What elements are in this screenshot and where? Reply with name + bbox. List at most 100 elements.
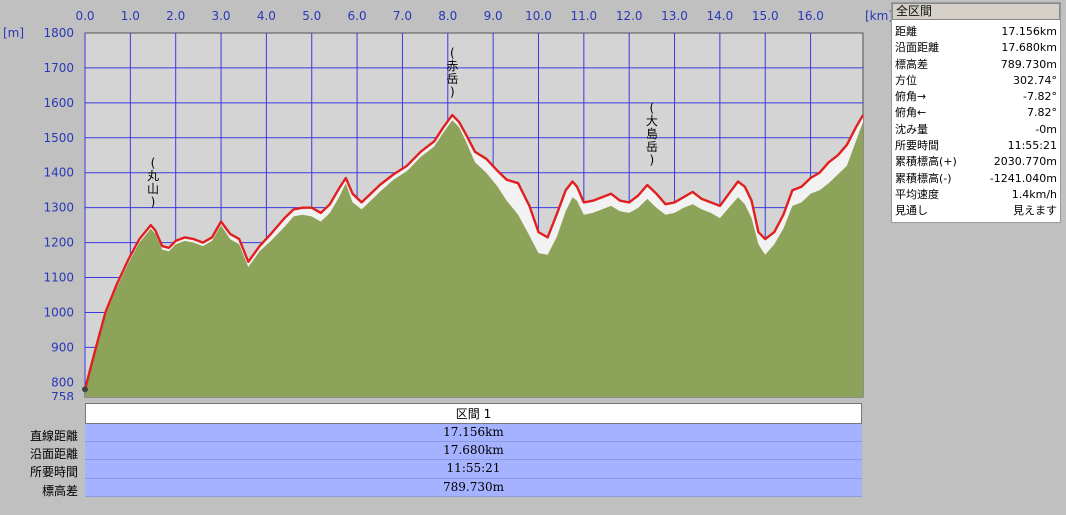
peak-label-char: 島 bbox=[646, 126, 658, 141]
summary-label: 沿面距離 bbox=[895, 41, 939, 55]
x-tick-label: 5.0 bbox=[302, 9, 321, 23]
summary-row: 俯角→ -7.82° bbox=[892, 89, 1060, 106]
y-tick-label: 1600 bbox=[43, 96, 74, 110]
x-tick-label: 2.0 bbox=[166, 9, 185, 23]
summary-row: 累積標高(-) -1241.040m bbox=[892, 170, 1060, 187]
y-tick-label: 1100 bbox=[43, 271, 74, 285]
summary-label: 方位 bbox=[895, 73, 917, 87]
summary-label: 累積標高(-) bbox=[895, 171, 952, 185]
segment-header-button[interactable]: 区間 1 bbox=[85, 403, 862, 424]
summary-panel: 全区間 距離 17.156km 沿面距離 17.680km 標高差 789.730m … bbox=[891, 2, 1061, 223]
segment-label: 直線距離 bbox=[29, 429, 78, 443]
x-tick-label: 14.0 bbox=[707, 9, 734, 23]
terrain-areas bbox=[82, 113, 865, 398]
peak-label-char: 大 bbox=[646, 114, 658, 128]
peak-label-char: ) bbox=[450, 85, 455, 99]
y-tick-label: 1400 bbox=[43, 166, 74, 180]
summary-row: 距離 17.156km bbox=[892, 24, 1060, 41]
summary-rows: 距離 17.156km 沿面距離 17.680km 標高差 789.730m 方位 30… bbox=[892, 20, 1060, 222]
x-tick-label: 4.0 bbox=[257, 9, 276, 23]
summary-label: 所要時間 bbox=[895, 139, 939, 153]
x-tick-label: 7.0 bbox=[393, 9, 412, 23]
y-tick-label: 800 bbox=[51, 375, 74, 389]
segment-value-surface-distance: 17.680km bbox=[85, 442, 862, 461]
summary-row: 沈み量 -0m bbox=[892, 121, 1060, 139]
summary-row: 方位 302.74° bbox=[892, 72, 1060, 90]
summary-value: 17.156km bbox=[1001, 25, 1057, 38]
peak-label-char: 丸 bbox=[147, 169, 159, 183]
y-tick-label: 900 bbox=[51, 340, 74, 354]
summary-row: 所要時間 11:55:21 bbox=[892, 138, 1060, 155]
summary-row: 累積標高(+) 2030.770m bbox=[892, 154, 1060, 171]
summary-row: 俯角← 7.82° bbox=[892, 105, 1060, 122]
summary-label: 距離 bbox=[895, 25, 917, 38]
summary-value: 2030.770m bbox=[993, 155, 1057, 169]
peak-label-char: 岳 bbox=[446, 72, 458, 86]
summary-label: 見通し bbox=[895, 204, 928, 218]
summary-value: 11:55:21 bbox=[1007, 139, 1057, 153]
summary-value: 17.680km bbox=[1001, 41, 1057, 55]
segment-label: 標高差 bbox=[41, 483, 78, 498]
x-axis-ticks: 0.0 1.0 2.0 3.0 4.0 5.0 6.0 7.0 8.0 9.0 10.0 11.0 12… bbox=[75, 9, 823, 23]
peak-label: (丸山) bbox=[147, 156, 159, 209]
segment-row-labels: 直線距離 沿面距離 所要時間 標高差 bbox=[0, 427, 78, 500]
peak-label-char: ( bbox=[650, 101, 655, 115]
route-line bbox=[83, 113, 865, 390]
peak-label: (赤岳) bbox=[446, 46, 458, 99]
summary-row: 平均速度 1.4km/h bbox=[892, 186, 1060, 204]
x-tick-label: 15.0 bbox=[752, 9, 779, 23]
summary-row: 見通し 見えます bbox=[892, 203, 1060, 220]
summary-label: 標高差 bbox=[895, 57, 928, 71]
elevation-profile-chart: 0.0 1.0 2.0 3.0 4.0 5.0 6.0 7.0 8.0 9.0 10.0 11.0 12… bbox=[3, 9, 893, 400]
y-tick-label: 1200 bbox=[43, 236, 74, 250]
start-marker bbox=[82, 386, 88, 393]
x-tick-label: 0.0 bbox=[75, 9, 94, 23]
peak-label-char: ) bbox=[650, 153, 655, 167]
summary-value: -1241.040m bbox=[989, 171, 1057, 185]
peak-label-char: ( bbox=[151, 156, 156, 170]
summary-label: 累積標高(+) bbox=[895, 155, 957, 169]
y-tick-label: 758 bbox=[51, 390, 74, 400]
peak-label: (大島岳) bbox=[646, 101, 658, 167]
summary-label: 俯角→ bbox=[895, 90, 927, 104]
segment-label: 所要時間 bbox=[29, 465, 78, 480]
x-tick-label: 3.0 bbox=[211, 9, 230, 23]
y-tick-label: 1700 bbox=[43, 61, 74, 75]
x-tick-label: 9.0 bbox=[484, 9, 503, 23]
segment-table: 区間 1 17.156km 17.680km 11:55:21 789.730m bbox=[85, 403, 862, 497]
summary-value: 302.74° bbox=[1013, 73, 1057, 87]
summary-label: 沈み量 bbox=[895, 122, 928, 136]
summary-value: 1.4km/h bbox=[1011, 187, 1057, 201]
x-axis-unit-label: [km] bbox=[865, 9, 893, 23]
summary-label: 俯角← bbox=[895, 106, 927, 120]
y-tick-label: 1500 bbox=[43, 131, 74, 145]
segment-label: 沿面距離 bbox=[29, 447, 78, 462]
segment-value-elevation-diff: 789.730m bbox=[85, 478, 862, 497]
summary-value: -0m bbox=[1035, 122, 1057, 136]
y-axis-unit-label: [m] bbox=[3, 26, 24, 40]
y-tick-label: 1800 bbox=[43, 26, 74, 40]
peak-label-char: ( bbox=[450, 46, 455, 60]
summary-row: 沿面距離 17.680km bbox=[892, 40, 1060, 57]
x-tick-label: 16.0 bbox=[797, 9, 824, 23]
x-tick-label: 12.0 bbox=[616, 9, 643, 23]
summary-label: 平均速度 bbox=[895, 187, 939, 201]
segment-value-straight-distance: 17.156km bbox=[85, 424, 862, 443]
x-tick-label: 10.0 bbox=[525, 9, 552, 23]
x-tick-label: 13.0 bbox=[661, 9, 688, 23]
peak-label-char: 岳 bbox=[646, 140, 658, 154]
peak-labels: (丸山)(赤岳)(大島岳) bbox=[147, 46, 658, 209]
peak-label-char: 山 bbox=[147, 182, 159, 196]
terrain-area bbox=[85, 120, 863, 398]
x-tick-label: 1.0 bbox=[121, 9, 140, 23]
summary-title: 全区間 bbox=[892, 3, 1060, 20]
y-tick-label: 1000 bbox=[43, 305, 74, 319]
x-tick-label: 11.0 bbox=[570, 9, 597, 23]
x-tick-label: 8.0 bbox=[438, 9, 457, 23]
peak-label-char: ) bbox=[151, 195, 156, 209]
summary-value: 見えます bbox=[1013, 204, 1057, 218]
summary-value: 7.82° bbox=[1027, 106, 1057, 120]
summary-value: -7.82° bbox=[1023, 90, 1057, 104]
summary-value: 789.730m bbox=[1000, 57, 1057, 71]
